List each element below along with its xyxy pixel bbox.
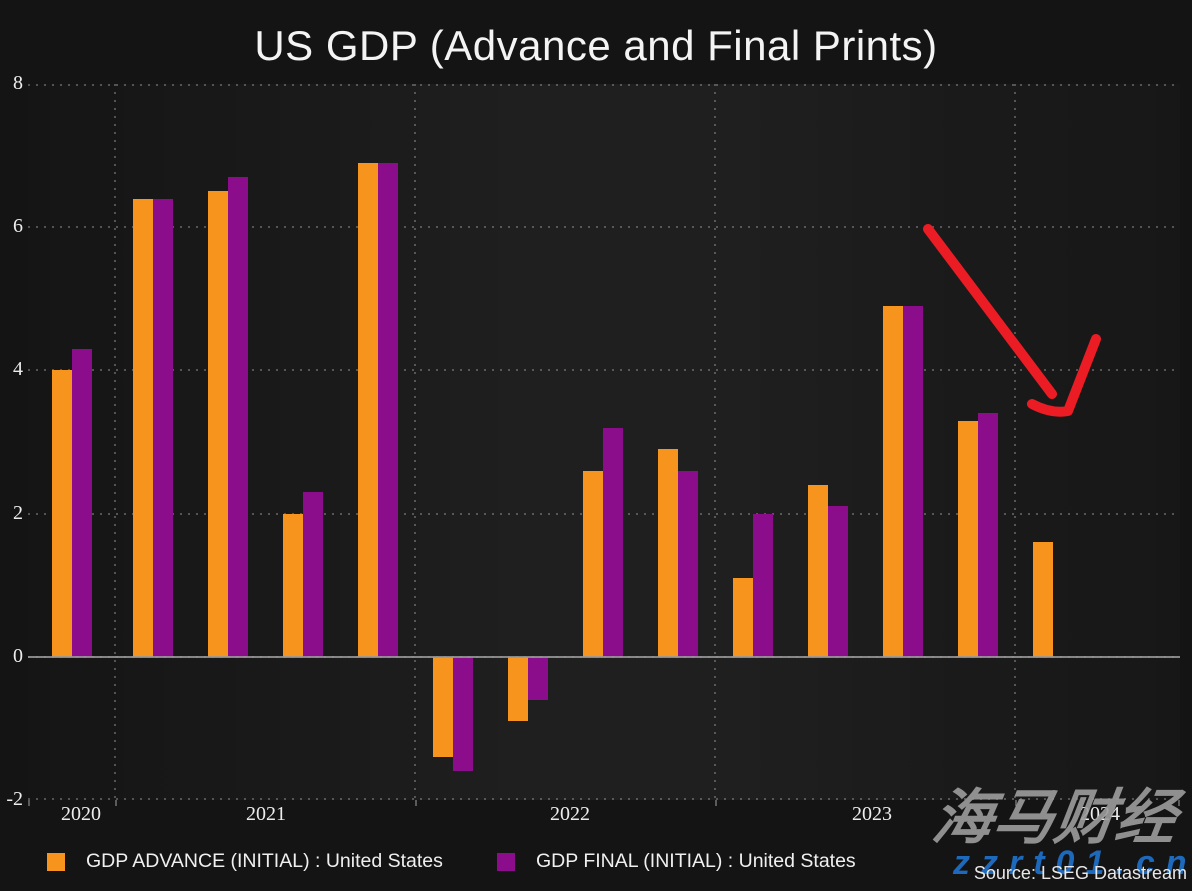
- x-axis-tick: [115, 800, 117, 806]
- bar-advance-2021-q4: [357, 162, 378, 657]
- bar-advance-2021-q3: [282, 513, 303, 657]
- bar-advance-2020-q4: [51, 370, 72, 657]
- y-tick-label-2: 2: [13, 501, 23, 524]
- y-tick-label--2: -2: [6, 788, 23, 810]
- x-tick-label-2021: 2021: [246, 803, 286, 825]
- gridline-year-boundary: [414, 84, 416, 800]
- bar-final-2021-q1: [152, 198, 173, 657]
- gridline-y-4: [28, 369, 1180, 372]
- bar-advance-2023-q4: [957, 420, 978, 657]
- bar-advance-2024-q1: [1032, 542, 1053, 657]
- x-tick-label-2024: 2024: [1080, 803, 1120, 825]
- chart-title: US GDP (Advance and Final Prints): [254, 22, 938, 69]
- watermark-chinese-text: 海马财经: [928, 784, 1182, 851]
- x-axis-tick: [28, 800, 30, 806]
- bar-final-2023-q4: [977, 413, 998, 657]
- gridline-y-8: [28, 84, 1180, 86]
- bar-advance-2021-q1: [132, 198, 153, 657]
- x-axis-tick: [415, 800, 417, 806]
- y-tick-label-0: 0: [13, 644, 23, 667]
- bar-final-2023-q3: [902, 305, 923, 657]
- x-tick-label-2023: 2023: [852, 803, 892, 825]
- x-axis-tick: [715, 800, 717, 806]
- bar-final-2023-q1: [752, 513, 773, 657]
- bar-final-2022-q4: [677, 470, 698, 657]
- x-axis-tick: [1178, 800, 1180, 806]
- advance-series-swatch: [47, 852, 65, 871]
- bar-advance-2022-q3: [582, 470, 603, 657]
- final-series-swatch: [497, 852, 515, 871]
- y-tick-label-8: 8: [13, 72, 23, 94]
- y-tick-label-4: 4: [13, 358, 23, 381]
- bar-final-2022-q2: [527, 656, 548, 700]
- gridline-year-boundary: [714, 84, 716, 800]
- x-axis-tick: [1015, 800, 1017, 806]
- bar-advance-2023-q2: [807, 484, 828, 657]
- final-series-label: GDP FINAL (INITIAL) : United States: [536, 850, 856, 872]
- legend-item-final: GDP FINAL (INITIAL) : United States: [497, 850, 856, 873]
- bar-final-2021-q2: [227, 177, 248, 657]
- bar-advance-2022-q4: [657, 449, 678, 657]
- watermark-site-url: zzrt01.cn: [953, 844, 1192, 882]
- source-credit: Source: LSEG Datastream: [973, 863, 1187, 883]
- gridline-y--2: [28, 798, 1180, 800]
- plot-area: [28, 84, 1180, 806]
- zero-axis-line: [28, 655, 1180, 658]
- gridline-y-0: [28, 655, 1180, 658]
- x-tick-label-2022: 2022: [550, 803, 590, 825]
- bar-final-2021-q4: [377, 162, 398, 657]
- bar-final-2022-q3: [602, 427, 623, 657]
- bar-advance-2022-q1: [432, 656, 453, 758]
- x-tick-label-2020: 2020: [61, 803, 101, 825]
- bar-advance-2023-q1: [732, 578, 753, 657]
- bar-advance-2022-q2: [507, 656, 528, 722]
- legend-item-advance: GDP ADVANCE (INITIAL) : United States: [47, 850, 443, 873]
- gridline-year-boundary: [114, 84, 116, 800]
- y-tick-label-6: 6: [13, 215, 23, 238]
- bar-final-2022-q1: [452, 656, 473, 772]
- bar-final-2021-q3: [302, 492, 323, 657]
- gridline-year-boundary: [1014, 84, 1016, 800]
- gridline-y-6: [28, 226, 1180, 229]
- bar-final-2020-q4: [71, 348, 92, 657]
- bar-advance-2023-q3: [882, 305, 903, 657]
- bar-advance-2021-q2: [207, 191, 228, 657]
- bar-final-2023-q2: [827, 506, 848, 657]
- advance-series-label: GDP ADVANCE (INITIAL) : United States: [86, 850, 443, 872]
